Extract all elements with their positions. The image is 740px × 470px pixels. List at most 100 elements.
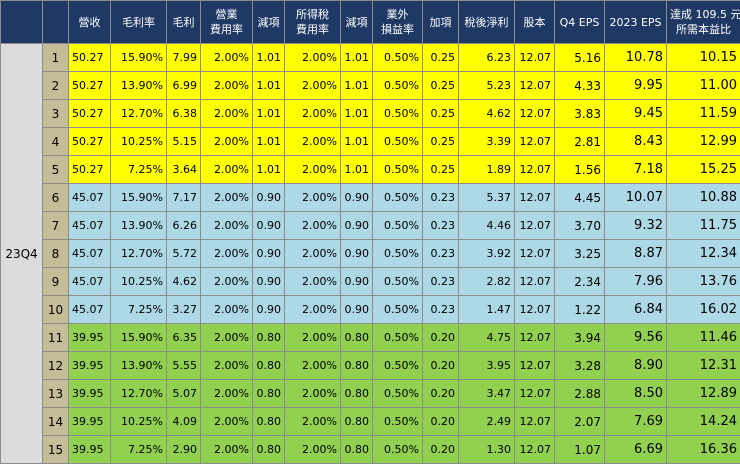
cell-target-pe: 12.34: [666, 239, 740, 268]
cell-net-income: 4.75: [458, 323, 515, 352]
cell-capital: 12.07: [514, 99, 555, 128]
cell-net-income: 4.62: [458, 99, 515, 128]
table-row: 6 45.07 15.90% 7.17 2.00% 0.90 2.00% 0.90 0.50% 0…: [1, 183, 740, 212]
cell-q4-eps: 3.28: [554, 351, 605, 380]
cell-target-pe: 16.36: [666, 435, 740, 464]
table-row: 12 39.95 13.90% 5.55 2.00% 0.80 2.00% 0.80 0.50%…: [1, 351, 740, 380]
cell-tax-rate: 2.00%: [284, 295, 341, 324]
cell-eps-2023: 10.78: [604, 43, 667, 72]
cell-deduction-1: 0.80: [252, 351, 285, 380]
cell-gross-profit: 5.55: [166, 351, 201, 380]
cell-opex-rate: 2.00%: [200, 127, 253, 156]
cell-opex-rate: 2.00%: [200, 183, 253, 212]
cell-net-income: 5.37: [458, 183, 515, 212]
cell-eps-2023: 9.56: [604, 323, 667, 352]
cell-revenue: 50.27: [68, 155, 111, 184]
cell-gross-margin: 7.25%: [110, 435, 167, 464]
table-row: 8 45.07 12.70% 5.72 2.00% 0.90 2.00% 0.90 0.50% 0…: [1, 239, 740, 268]
cell-revenue: 45.07: [68, 211, 111, 240]
cell-capital: 12.07: [514, 71, 555, 100]
cell-gross-margin: 10.25%: [110, 267, 167, 296]
cell-net-income: 6.23: [458, 43, 515, 72]
cell-gross-profit: 2.90: [166, 435, 201, 464]
cell-capital: 12.07: [514, 435, 555, 464]
cell-target-pe: 13.76: [666, 267, 740, 296]
cell-deduction-1: 1.01: [252, 99, 285, 128]
cell-net-income: 2.82: [458, 267, 515, 296]
cell-opex-rate: 2.00%: [200, 379, 253, 408]
cell-net-income: 2.49: [458, 407, 515, 436]
cell-capital: 12.07: [514, 43, 555, 72]
cell-gross-profit: 6.26: [166, 211, 201, 240]
cell-deduction-2: 1.01: [340, 99, 373, 128]
cell-gross-profit: 4.09: [166, 407, 201, 436]
cell-eps-2023: 9.45: [604, 99, 667, 128]
cell-target-pe: 11.59: [666, 99, 740, 128]
cell-revenue: 50.27: [68, 99, 111, 128]
cell-revenue: 39.95: [68, 379, 111, 408]
cell-target-pe: 11.75: [666, 211, 740, 240]
cell-gross-profit: 6.99: [166, 71, 201, 100]
cell-revenue: 45.07: [68, 295, 111, 324]
cell-addition: 0.20: [422, 407, 459, 436]
cell-opex-rate: 2.00%: [200, 351, 253, 380]
cell-net-income: 3.92: [458, 239, 515, 268]
cell-row-index: 7: [42, 211, 69, 240]
cell-target-pe: 16.02: [666, 295, 740, 324]
cell-revenue: 39.95: [68, 407, 111, 436]
cell-addition: 0.20: [422, 379, 459, 408]
cell-tax-rate: 2.00%: [284, 183, 341, 212]
header-deduction-2: 減項: [340, 0, 373, 44]
cell-eps-2023: 7.18: [604, 155, 667, 184]
cell-tax-rate: 2.00%: [284, 435, 341, 464]
cell-eps-2023: 7.96: [604, 267, 667, 296]
cell-addition: 0.20: [422, 323, 459, 352]
cell-net-income: 4.46: [458, 211, 515, 240]
cell-nonop-rate: 0.50%: [372, 267, 423, 296]
cell-gross-margin: 7.25%: [110, 295, 167, 324]
cell-row-index: 8: [42, 239, 69, 268]
cell-nonop-rate: 0.50%: [372, 155, 423, 184]
cell-addition: 0.20: [422, 351, 459, 380]
cell-revenue: 50.27: [68, 43, 111, 72]
cell-net-income: 3.47: [458, 379, 515, 408]
cell-nonop-rate: 0.50%: [372, 379, 423, 408]
cell-deduction-2: 0.80: [340, 351, 373, 380]
table-row: 9 45.07 10.25% 4.62 2.00% 0.90 2.00% 0.90 0.50% 0…: [1, 267, 740, 296]
cell-opex-rate: 2.00%: [200, 155, 253, 184]
cell-opex-rate: 2.00%: [200, 71, 253, 100]
cell-q4-eps: 4.45: [554, 183, 605, 212]
cell-gross-profit: 7.17: [166, 183, 201, 212]
table-row: 23Q4 1 50.27 15.90% 7.99 2.00% 1.01 2.00% 1.01 0.…: [0, 43, 740, 464]
cell-gross-margin: 10.25%: [110, 127, 167, 156]
table-row: 3 50.27 12.70% 6.38 2.00% 1.01 2.00% 1.01 0.50% 0…: [1, 99, 740, 128]
cell-deduction-1: 0.90: [252, 239, 285, 268]
table-row: 2 50.27 13.90% 6.99 2.00% 1.01 2.00% 1.01 0.50% 0…: [1, 71, 740, 100]
cell-tax-rate: 2.00%: [284, 267, 341, 296]
header-nonop-rate-label: 業外 損益率: [381, 8, 414, 36]
cell-addition: 0.23: [422, 183, 459, 212]
cell-deduction-2: 0.90: [340, 239, 373, 268]
cell-nonop-rate: 0.50%: [372, 99, 423, 128]
cell-deduction-2: 0.80: [340, 435, 373, 464]
cell-eps-2023: 9.32: [604, 211, 667, 240]
cell-gross-margin: 12.70%: [110, 379, 167, 408]
cell-deduction-1: 0.90: [252, 267, 285, 296]
cell-capital: 12.07: [514, 267, 555, 296]
cell-deduction-1: 0.90: [252, 183, 285, 212]
cell-addition: 0.25: [422, 71, 459, 100]
cell-revenue: 45.07: [68, 239, 111, 268]
cell-capital: 12.07: [514, 323, 555, 352]
header-index: [42, 0, 69, 44]
table-row: 11 39.95 15.90% 6.35 2.00% 0.80 2.00% 0.80 0.50%…: [1, 323, 740, 352]
cell-revenue: 50.27: [68, 127, 111, 156]
cell-addition: 0.23: [422, 267, 459, 296]
cell-q4-eps: 1.56: [554, 155, 605, 184]
cell-target-pe: 15.25: [666, 155, 740, 184]
cell-opex-rate: 2.00%: [200, 267, 253, 296]
cell-deduction-2: 1.01: [340, 155, 373, 184]
cell-opex-rate: 2.00%: [200, 407, 253, 436]
cell-addition: 0.25: [422, 127, 459, 156]
cell-revenue: 39.95: [68, 323, 111, 352]
cell-gross-margin: 12.70%: [110, 99, 167, 128]
